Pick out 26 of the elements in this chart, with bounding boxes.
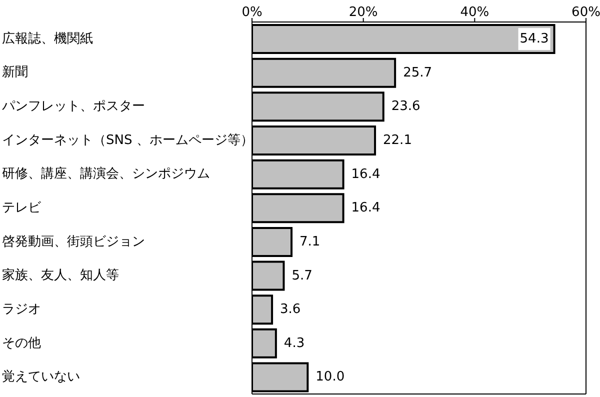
y-tick-label: ラジオ: [2, 302, 41, 317]
data-label: 23.6: [391, 99, 420, 114]
y-tick-label: 研修、講座、講演会、シンポジウム: [2, 166, 210, 182]
y-tick-label: 新聞: [2, 65, 28, 80]
data-label: 54.3: [520, 32, 549, 47]
x-tick-label: 20%: [348, 5, 378, 20]
data-label: 16.4: [351, 200, 380, 216]
y-tick-label: 家族、友人、知人等: [2, 267, 119, 284]
y-tick-label: パンフレット、ポスター: [1, 99, 145, 114]
y-tick-label: 覚えていない: [2, 370, 80, 385]
data-label: 10.0: [316, 370, 345, 385]
x-tick-label: 40%: [460, 5, 490, 20]
x-tick-label: 0%: [242, 5, 262, 20]
data-label: 7.1: [300, 234, 320, 250]
x-tick-label: 60%: [572, 5, 600, 20]
y-tick-label: 啓発動画、街頭ビジョン: [2, 234, 145, 250]
data-label: 16.4: [351, 166, 380, 182]
data-label: 3.6: [280, 302, 301, 318]
y-tick-label: テレビ: [2, 200, 42, 216]
data-label: 22.1: [383, 133, 412, 148]
data-label: 25.7: [403, 65, 432, 80]
data-label: 4.3: [284, 336, 305, 351]
data-label: 5.7: [292, 268, 312, 284]
y-tick-label: その他: [2, 336, 41, 351]
y-tick-label: インターネット（SNS 、ホームページ等）: [2, 132, 254, 148]
y-tick-label: 広報誌、機関紙: [2, 30, 93, 46]
